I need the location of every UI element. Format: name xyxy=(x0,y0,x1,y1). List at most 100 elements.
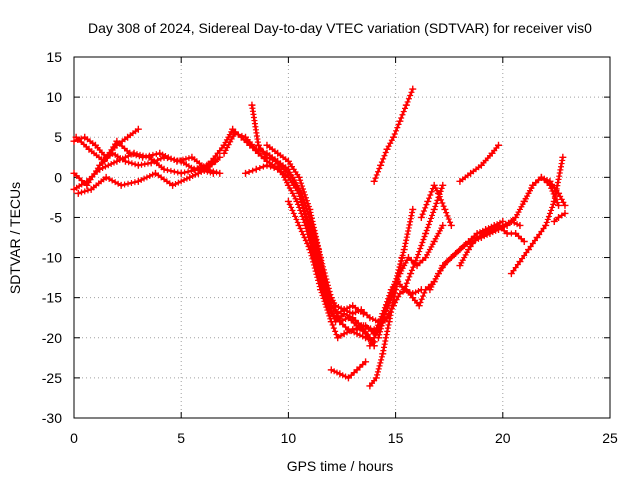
marker-s9-3-3 xyxy=(282,172,289,179)
marker-s8-3-2 xyxy=(278,163,285,170)
x-tick-label-4: 20 xyxy=(495,430,511,446)
marker-s15-3-7 xyxy=(398,258,405,265)
marker-s19-3-3 xyxy=(425,221,432,228)
marker-s11-2-4 xyxy=(310,258,317,265)
point-s25-1 xyxy=(516,258,524,266)
marker-s3-2-1 xyxy=(99,164,106,171)
point-s11-2 xyxy=(306,246,314,254)
marker-s2-6-2 xyxy=(154,157,161,164)
marker-s26-4-3 xyxy=(560,199,567,206)
marker-s17-5-2 xyxy=(407,291,414,298)
series-s27 xyxy=(550,209,569,225)
point-s13-3 xyxy=(385,318,393,326)
point-s18-1 xyxy=(377,161,385,169)
marker-s8-1-1 xyxy=(257,145,264,152)
marker-s24-0-1 xyxy=(481,229,488,236)
marker-s26-0-5 xyxy=(528,185,535,192)
marker-s22-2-4 xyxy=(486,152,493,159)
marker-s20-4-2 xyxy=(444,212,451,219)
marker-s8-0-12 xyxy=(254,139,261,146)
x-tick-label-3: 15 xyxy=(388,430,404,446)
marker-s4-4-2 xyxy=(141,175,148,182)
marker-s25-5-1 xyxy=(551,195,558,202)
y-tick-label-5: -5 xyxy=(50,209,63,225)
marker-s2-5-1 xyxy=(138,161,145,168)
marker-s11-6-2 xyxy=(346,328,353,335)
marker-s15-4-8 xyxy=(406,221,413,228)
marker-s3-2-2 xyxy=(102,163,109,170)
marker-s20-0-2 xyxy=(420,208,427,215)
marker-s21-1-1 xyxy=(437,267,444,274)
x-axis-title: GPS time / hours xyxy=(287,458,394,474)
marker-s11-3-8 xyxy=(325,309,332,316)
y-tick-label-3: -15 xyxy=(42,290,62,306)
marker-s2-5-2 xyxy=(141,161,148,168)
marker-s4-0-2 xyxy=(81,188,88,195)
marker-s3-2-5 xyxy=(111,159,118,166)
marker-s10-4-1 xyxy=(307,209,314,216)
marker-s16-5-2 xyxy=(415,287,422,294)
marker-s10-10-1 xyxy=(365,336,372,343)
marker-s21-1-3 xyxy=(441,261,448,268)
y-tick-label-1: -25 xyxy=(42,370,62,386)
marker-s7-1-2 xyxy=(238,132,245,139)
point-s25-3 xyxy=(533,234,541,241)
point-s13-2 xyxy=(379,350,387,358)
point-s17-3 xyxy=(389,302,397,310)
marker-s10-0-3 xyxy=(272,148,278,155)
series-s18 xyxy=(370,85,417,185)
marker-s18-1-2 xyxy=(380,155,387,162)
marker-s8-4-1 xyxy=(283,168,290,175)
marker-s18-4-3 xyxy=(400,108,407,115)
marker-s25-4-5 xyxy=(548,207,555,214)
point-s26-4 xyxy=(555,189,563,197)
marker-s12-2-2 xyxy=(351,369,358,376)
marker-s10-3-7 xyxy=(302,194,309,201)
marker-s10-4-4 xyxy=(309,218,316,225)
marker-s3-6-2 xyxy=(167,167,174,174)
marker-s18-4-2 xyxy=(399,111,406,118)
marker-s15-3-6 xyxy=(397,261,404,268)
marker-s2-4-3 xyxy=(132,161,139,168)
marker-s19-1-3 xyxy=(411,260,418,267)
point-s10-6 xyxy=(327,294,335,302)
marker-s11-0-5 xyxy=(292,213,299,220)
marker-s11-3-7 xyxy=(324,307,331,314)
marker-s6-0-4 xyxy=(205,160,212,167)
marker-s19-2-1 xyxy=(415,251,422,258)
point-s25-2 xyxy=(525,246,533,254)
marker-s13-1-2 xyxy=(374,368,381,375)
marker-s25-3-3 xyxy=(540,225,547,232)
marker-s25-1-1 xyxy=(519,255,526,262)
marker-s11-0-6 xyxy=(293,216,300,223)
marker-s11-4-2 xyxy=(330,325,337,332)
marker-s11-2-2 xyxy=(308,252,315,259)
marker-s10-5-5 xyxy=(321,269,328,276)
marker-s20-3-2 xyxy=(438,196,445,203)
marker-s4-2-1 xyxy=(106,175,113,182)
marker-s23-0-5 xyxy=(464,249,471,256)
point-s17-0 xyxy=(370,334,378,342)
marker-s7-11-2 xyxy=(328,309,335,316)
marker-s15-4-12 xyxy=(409,209,416,216)
marker-s17-2-2 xyxy=(387,308,394,315)
marker-s4-4-3 xyxy=(143,174,150,181)
marker-s9-6-2 xyxy=(308,228,315,235)
marker-s17-0-2 xyxy=(374,328,381,335)
series-line-s11 xyxy=(287,200,376,339)
marker-s4-5-5 xyxy=(166,180,173,187)
marker-s18-2-3 xyxy=(388,137,395,144)
marker-s20-0-3 xyxy=(422,204,429,211)
marker-s10-3-8 xyxy=(303,197,310,204)
marker-s14-7-2 xyxy=(419,257,426,264)
marker-s11-1-3 xyxy=(300,231,307,238)
marker-s20-3-4 xyxy=(440,203,447,210)
marker-s26-2-2 xyxy=(544,177,551,184)
marker-s23-1-1 xyxy=(467,243,474,250)
marker-s12-3-1 xyxy=(356,364,363,371)
marker-s9-13-1 xyxy=(369,316,376,323)
marker-s15-4-2 xyxy=(402,240,409,247)
marker-s12-1-1 xyxy=(339,372,346,379)
marker-s11-2-12 xyxy=(316,283,323,290)
marker-s5-1-5 xyxy=(98,156,105,163)
